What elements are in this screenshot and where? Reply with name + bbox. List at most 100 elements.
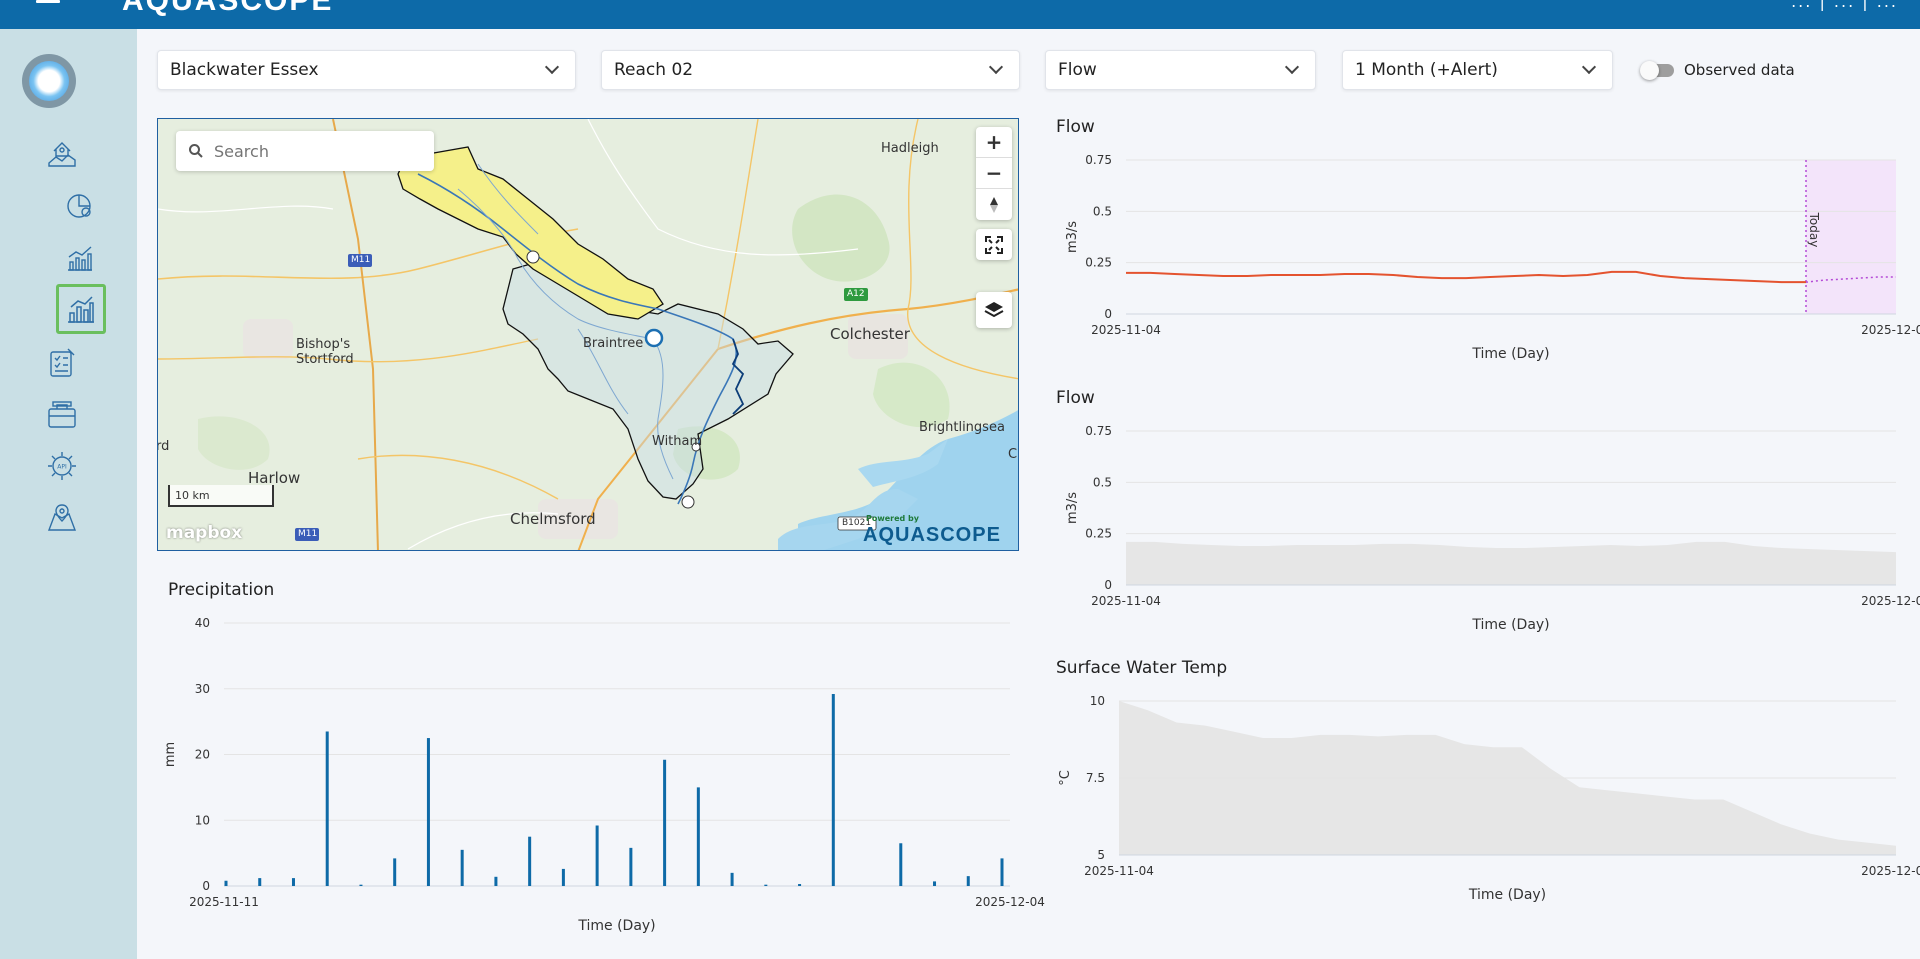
map-layers-control <box>976 292 1012 328</box>
brand-logo[interactable]: AQUASCOPE <box>122 0 334 17</box>
flow-forecast-chart[interactable]: 0 0.25 0.5 0.75 2025-11-04 2025-12-09 Time (Da… <box>1056 145 1920 375</box>
x-axis-title: Time (Day) <box>577 918 655 934</box>
observed-data-toggle[interactable]: Observed data <box>1640 60 1795 80</box>
road-label-m11-south: M11 <box>298 529 318 539</box>
y-axis-title: mm <box>163 742 178 767</box>
place-brightlingsea: Brightlingsea <box>919 420 1005 435</box>
precipitation-bar <box>798 884 802 886</box>
map-fullscreen-control <box>976 229 1012 260</box>
precipitation-bar <box>528 836 532 886</box>
map-pin-icon[interactable] <box>44 500 80 536</box>
x-tick-label-start: 2025-11-11 <box>189 895 259 909</box>
top-bar: AQUASCOPE ... | ... | ... <box>0 0 1920 29</box>
y-tick-label: 7.5 <box>1086 771 1105 785</box>
y-tick-label: 0.25 <box>1085 256 1112 270</box>
precipitation-bar <box>595 825 599 886</box>
reach-select[interactable]: Reach 02 <box>601 50 1020 90</box>
y-tick-label: 10 <box>1090 694 1105 708</box>
x-tick-label-end: 2025-12-09 <box>1861 323 1920 337</box>
precipitation-bar <box>393 858 397 886</box>
place-colchester: Colchester <box>830 325 910 343</box>
trend-chart-icon[interactable] <box>62 240 98 276</box>
series-area <box>1126 541 1896 585</box>
catchment-map[interactable]: M11 A12 M11 B1021 Hadleigh Colchester Bi… <box>157 118 1019 551</box>
place-braintree: Braintree <box>583 336 644 351</box>
y-tick-label: 40 <box>195 616 210 630</box>
svg-text:API: API <box>57 464 67 471</box>
y-tick-label: 30 <box>195 682 210 696</box>
pie-analytics-icon[interactable] <box>62 188 98 224</box>
precipitation-bar <box>224 880 228 886</box>
flow-history-chart[interactable]: 0 0.25 0.5 0.75 2025-11-04 2025-12-04 Time (Da… <box>1056 415 1920 645</box>
map-search-input[interactable] <box>214 141 414 161</box>
precipitation-bar <box>831 694 835 886</box>
api-gear-icon[interactable]: API <box>44 448 80 484</box>
zoom-in-button[interactable]: + <box>976 127 1012 158</box>
header-user-menu[interactable]: ... | ... | ... <box>1791 0 1898 11</box>
search-icon <box>189 144 203 158</box>
series-line-forecast <box>1805 276 1896 283</box>
y-axis-title: m3/s <box>1065 492 1080 524</box>
aquascope-map-logo: AQUASCOPE <box>863 524 1001 546</box>
compass-button[interactable] <box>976 189 1012 220</box>
sidebar: API <box>0 29 137 959</box>
period-select[interactable]: 1 Month (+Alert) <box>1342 50 1613 90</box>
fullscreen-button[interactable] <box>976 229 1012 260</box>
precipitation-bar <box>325 731 329 886</box>
y-tick-label: 0 <box>1104 307 1112 321</box>
aquascope-powered-by: Powered by <box>866 514 919 523</box>
precipitation-bar <box>359 884 363 886</box>
checklist-icon[interactable] <box>44 345 80 381</box>
catchment-select-value: Blackwater Essex <box>170 60 319 80</box>
x-axis-title: Time (Day) <box>1468 887 1546 903</box>
y-tick-label: 0.75 <box>1085 424 1112 438</box>
layers-button[interactable] <box>976 292 1012 328</box>
portfolio-icon[interactable] <box>44 397 80 433</box>
precipitation-bar <box>663 759 667 886</box>
today-label: Today <box>1807 212 1821 248</box>
mapbox-attribution[interactable]: mapbox <box>166 523 243 543</box>
precipitation-chart[interactable]: 0 10 20 30 40 2025-11-11 2025-12-04 Time (Day) m… <box>163 610 1045 940</box>
surface-temp-chart[interactable]: 5 7.5 10 2025-11-04 2025-12-04 Time (Day) °C <box>1056 685 1920 915</box>
precipitation-bar <box>899 843 903 886</box>
precipitation-bar <box>426 738 430 886</box>
precipitation-bar <box>561 868 565 886</box>
forecast-region <box>1806 160 1896 314</box>
precipitation-bar <box>764 884 768 886</box>
map-home-icon[interactable] <box>44 135 80 171</box>
bar-chart-icon[interactable] <box>56 284 106 334</box>
place-edge-left: rd <box>157 439 170 454</box>
period-select-value: 1 Month (+Alert) <box>1355 60 1498 80</box>
chevron-down-icon <box>1284 59 1300 75</box>
precipitation-bar <box>933 881 937 886</box>
map-scale-bar: 10 km <box>168 485 274 507</box>
precipitation-bar <box>460 849 464 886</box>
observed-toggle-switch[interactable] <box>1640 60 1676 80</box>
flow-forecast-title: Flow <box>1056 117 1095 137</box>
precipitation-bar <box>258 878 262 886</box>
place-witham: Witham <box>652 434 703 449</box>
x-tick-label-start: 2025-11-04 <box>1091 323 1161 337</box>
precipitation-bar <box>1000 858 1004 886</box>
zoom-out-button[interactable]: − <box>976 158 1012 189</box>
place-bishops-line1: Bishop's <box>296 337 351 352</box>
precipitation-title: Precipitation <box>168 580 275 600</box>
precipitation-bar <box>291 878 295 886</box>
place-edge-right: C <box>1008 447 1018 462</box>
menu-icon[interactable] <box>36 0 60 4</box>
layers-icon <box>984 302 1004 318</box>
x-tick-label-start: 2025-11-04 <box>1084 864 1154 878</box>
map-search-box[interactable] <box>176 131 434 171</box>
y-axis-title: °C <box>1058 770 1073 786</box>
variable-select[interactable]: Flow <box>1045 50 1316 90</box>
y-tick-label: 0.25 <box>1085 527 1112 541</box>
app-logo-icon[interactable] <box>22 54 76 108</box>
flow-history-title: Flow <box>1056 388 1095 408</box>
place-bishops-line2: Stortford <box>296 352 354 367</box>
x-tick-label-end: 2025-12-04 <box>975 895 1045 909</box>
y-tick-label: 0.75 <box>1085 153 1112 167</box>
surface-temp-title: Surface Water Temp <box>1056 658 1228 678</box>
catchment-select[interactable]: Blackwater Essex <box>157 50 576 90</box>
y-tick-label: 20 <box>195 748 210 762</box>
y-tick-label: 5 <box>1097 848 1105 862</box>
